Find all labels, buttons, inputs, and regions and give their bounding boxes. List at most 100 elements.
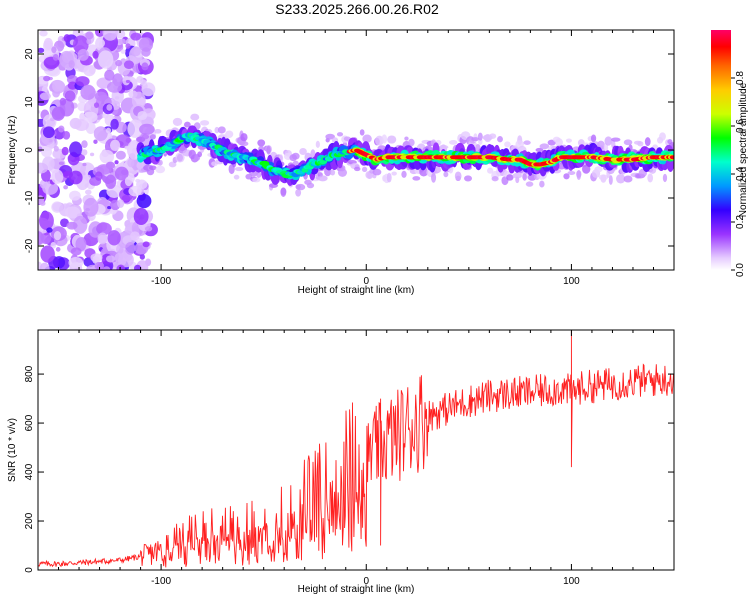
halo-blob — [594, 166, 603, 173]
colorbar-tick-label: 0.4 — [735, 167, 746, 181]
noise-blob — [144, 226, 153, 232]
noise-blob — [86, 38, 92, 45]
noise-blob — [94, 91, 108, 102]
spectrogram-content — [38, 30, 674, 270]
noise-blob — [102, 30, 118, 41]
halo-blob — [489, 133, 497, 139]
noise-blob — [117, 38, 126, 45]
noise-blob — [104, 69, 115, 81]
halo-blob — [408, 138, 415, 147]
halo-blob — [353, 166, 361, 172]
noise-blob — [53, 230, 62, 241]
noise-blob — [114, 252, 123, 263]
halo-blob — [315, 140, 320, 148]
noise-blob — [96, 222, 112, 236]
halo-blob — [155, 165, 166, 174]
noise-blob — [70, 247, 82, 256]
noise-blob — [64, 206, 81, 219]
noise-blob — [124, 176, 133, 187]
noise-blob — [55, 247, 61, 252]
spectrogram-y-axis-label: Frequency (Hz) — [7, 116, 18, 185]
halo-blob — [644, 137, 651, 147]
noise-blob — [93, 102, 100, 108]
snr-x-tick-label: -100 — [151, 576, 171, 587]
noise-blob — [44, 237, 50, 244]
halo-blob — [438, 144, 449, 150]
halo-blob — [317, 175, 328, 182]
noise-blob — [105, 127, 112, 134]
noise-blob — [107, 230, 121, 246]
noise-blob — [82, 162, 87, 167]
snr-content — [38, 330, 674, 568]
noise-blob — [105, 174, 117, 189]
noise-blob — [92, 50, 99, 59]
noise-blob — [102, 266, 111, 270]
noise-blob — [117, 199, 125, 208]
noise-blob — [43, 37, 54, 50]
noise-blob — [115, 59, 123, 67]
noise-blob — [42, 126, 55, 139]
noise-blob — [83, 65, 96, 77]
colorbar — [711, 30, 731, 270]
noise-blob — [106, 81, 123, 93]
halo-blob — [477, 132, 483, 141]
noise-blob — [136, 76, 144, 83]
halo-blob — [240, 133, 248, 142]
halo-blob — [381, 134, 388, 144]
noise-blob — [95, 38, 106, 48]
noise-blob — [130, 32, 142, 41]
noise-blob — [139, 123, 155, 135]
noise-blob — [114, 160, 119, 165]
noise-blob — [39, 92, 51, 101]
noise-blob — [99, 149, 115, 164]
colorbar-ticks: 0.0 0.2 0.4 0.6 0.8 — [731, 71, 746, 277]
halo-blob — [280, 187, 287, 197]
noise-blob — [74, 119, 89, 131]
noise-blob — [63, 34, 71, 42]
spectrogram-y-tick-label: 20 — [24, 48, 35, 60]
halo-blob — [419, 167, 429, 177]
noise-blob — [61, 146, 69, 156]
halo-blob — [136, 161, 145, 170]
snr-y-axis-label: SNR (10 * v/v) — [7, 418, 18, 482]
ridge-blob — [301, 167, 309, 173]
halo-blob — [361, 166, 368, 173]
halo-blob — [291, 152, 300, 160]
noise-blob — [53, 145, 59, 152]
halo-blob — [623, 175, 633, 183]
noise-blob — [63, 185, 68, 190]
halo-blob — [563, 173, 570, 180]
halo-blob — [647, 173, 654, 183]
noise-blob — [94, 261, 105, 270]
colorbar-tick-label: 0.6 — [735, 119, 746, 133]
halo-blob — [590, 134, 597, 143]
halo-blob — [149, 165, 157, 171]
noise-blob — [102, 112, 109, 119]
noise-blob — [89, 152, 95, 157]
halo-blob — [266, 145, 271, 155]
noise-blob — [38, 110, 41, 114]
noise-blob — [114, 166, 129, 181]
halo-blob — [431, 172, 437, 183]
halo-blob — [506, 174, 514, 181]
halo-blob — [637, 141, 644, 147]
colorbar-tick-label: 0.8 — [735, 71, 746, 85]
noise-blob — [46, 227, 53, 233]
halo-blob — [296, 183, 306, 191]
halo-blob — [659, 132, 666, 141]
noise-blob — [41, 85, 48, 93]
snr-x-tick-label: 100 — [563, 576, 580, 587]
noise-blob — [115, 150, 126, 160]
noise-blob — [133, 207, 149, 225]
snr-y-tick-label: 600 — [24, 414, 35, 431]
noise-blob — [105, 255, 116, 263]
noise-blob — [52, 53, 59, 61]
halo-blob — [616, 173, 626, 184]
noise-blob — [107, 205, 112, 210]
noise-blob — [106, 104, 113, 111]
noise-blob — [110, 118, 119, 130]
halo-blob — [154, 129, 162, 134]
noise-blob — [138, 37, 154, 52]
halo-blob — [217, 126, 226, 134]
